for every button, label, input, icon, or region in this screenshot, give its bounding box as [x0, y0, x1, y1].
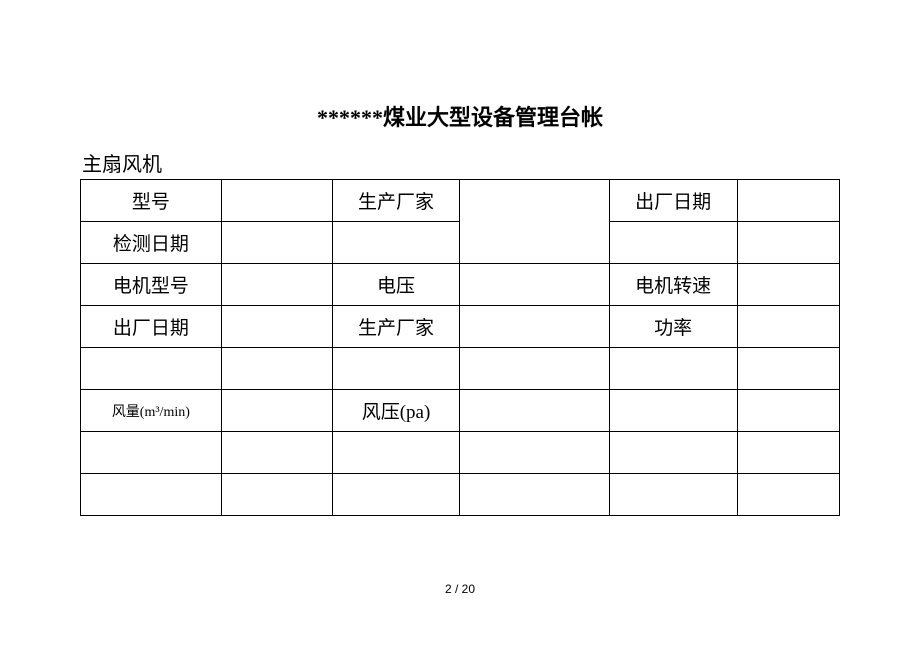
cell-value	[609, 222, 737, 264]
page-title: ******煤业大型设备管理台帐	[80, 100, 840, 132]
cell-value	[460, 348, 609, 390]
cell-value	[332, 222, 460, 264]
cell-label: 出厂日期	[609, 180, 737, 222]
cell-value	[221, 432, 332, 474]
cell-value	[460, 180, 609, 264]
cell-value	[332, 348, 460, 390]
cell-value	[221, 306, 332, 348]
cell-value	[609, 432, 737, 474]
cell-label: 风量(m³/min)	[81, 390, 222, 432]
cell-label: 电机转速	[609, 264, 737, 306]
cell-value	[460, 474, 609, 516]
cell-value	[737, 264, 839, 306]
page-number-footer: 2 / 20	[0, 582, 920, 596]
cell-label: 风压(pa)	[332, 390, 460, 432]
cell-label: 生产厂家	[332, 306, 460, 348]
table-row: 出厂日期 生产厂家 功率	[81, 306, 840, 348]
document-page: ******煤业大型设备管理台帐 主扇风机 型号 生产厂家 出厂日期 检测日期	[0, 0, 920, 651]
equipment-ledger-table: 型号 生产厂家 出厂日期 检测日期 电机型号 电压 电机转速	[80, 179, 840, 516]
cell-value	[81, 474, 222, 516]
cell-value	[221, 264, 332, 306]
cell-label: 电压	[332, 264, 460, 306]
cell-value	[81, 348, 222, 390]
cell-value	[737, 432, 839, 474]
table-row	[81, 474, 840, 516]
cell-value	[221, 180, 332, 222]
cell-value	[221, 348, 332, 390]
cell-value	[737, 306, 839, 348]
table-row: 型号 生产厂家 出厂日期	[81, 180, 840, 222]
cell-value	[460, 264, 609, 306]
cell-value	[737, 474, 839, 516]
section-subtitle: 主扇风机	[80, 148, 840, 177]
cell-value	[81, 432, 222, 474]
table-row	[81, 432, 840, 474]
cell-value	[737, 222, 839, 264]
cell-value	[460, 390, 609, 432]
cell-value	[737, 180, 839, 222]
cell-label: 功率	[609, 306, 737, 348]
cell-value	[221, 390, 332, 432]
table-row: 风量(m³/min) 风压(pa)	[81, 390, 840, 432]
cell-label: 型号	[81, 180, 222, 222]
cell-label: 电机型号	[81, 264, 222, 306]
cell-value	[460, 432, 609, 474]
cell-value	[737, 348, 839, 390]
table-row	[81, 348, 840, 390]
cell-value	[332, 432, 460, 474]
cell-value	[609, 390, 737, 432]
cell-value	[609, 348, 737, 390]
table-row: 电机型号 电压 电机转速	[81, 264, 840, 306]
cell-value	[609, 474, 737, 516]
cell-value	[332, 474, 460, 516]
cell-label: 检测日期	[81, 222, 222, 264]
cell-value	[221, 474, 332, 516]
cell-value	[221, 222, 332, 264]
cell-value	[737, 390, 839, 432]
cell-label: 生产厂家	[332, 180, 460, 222]
cell-label: 出厂日期	[81, 306, 222, 348]
cell-value	[460, 306, 609, 348]
